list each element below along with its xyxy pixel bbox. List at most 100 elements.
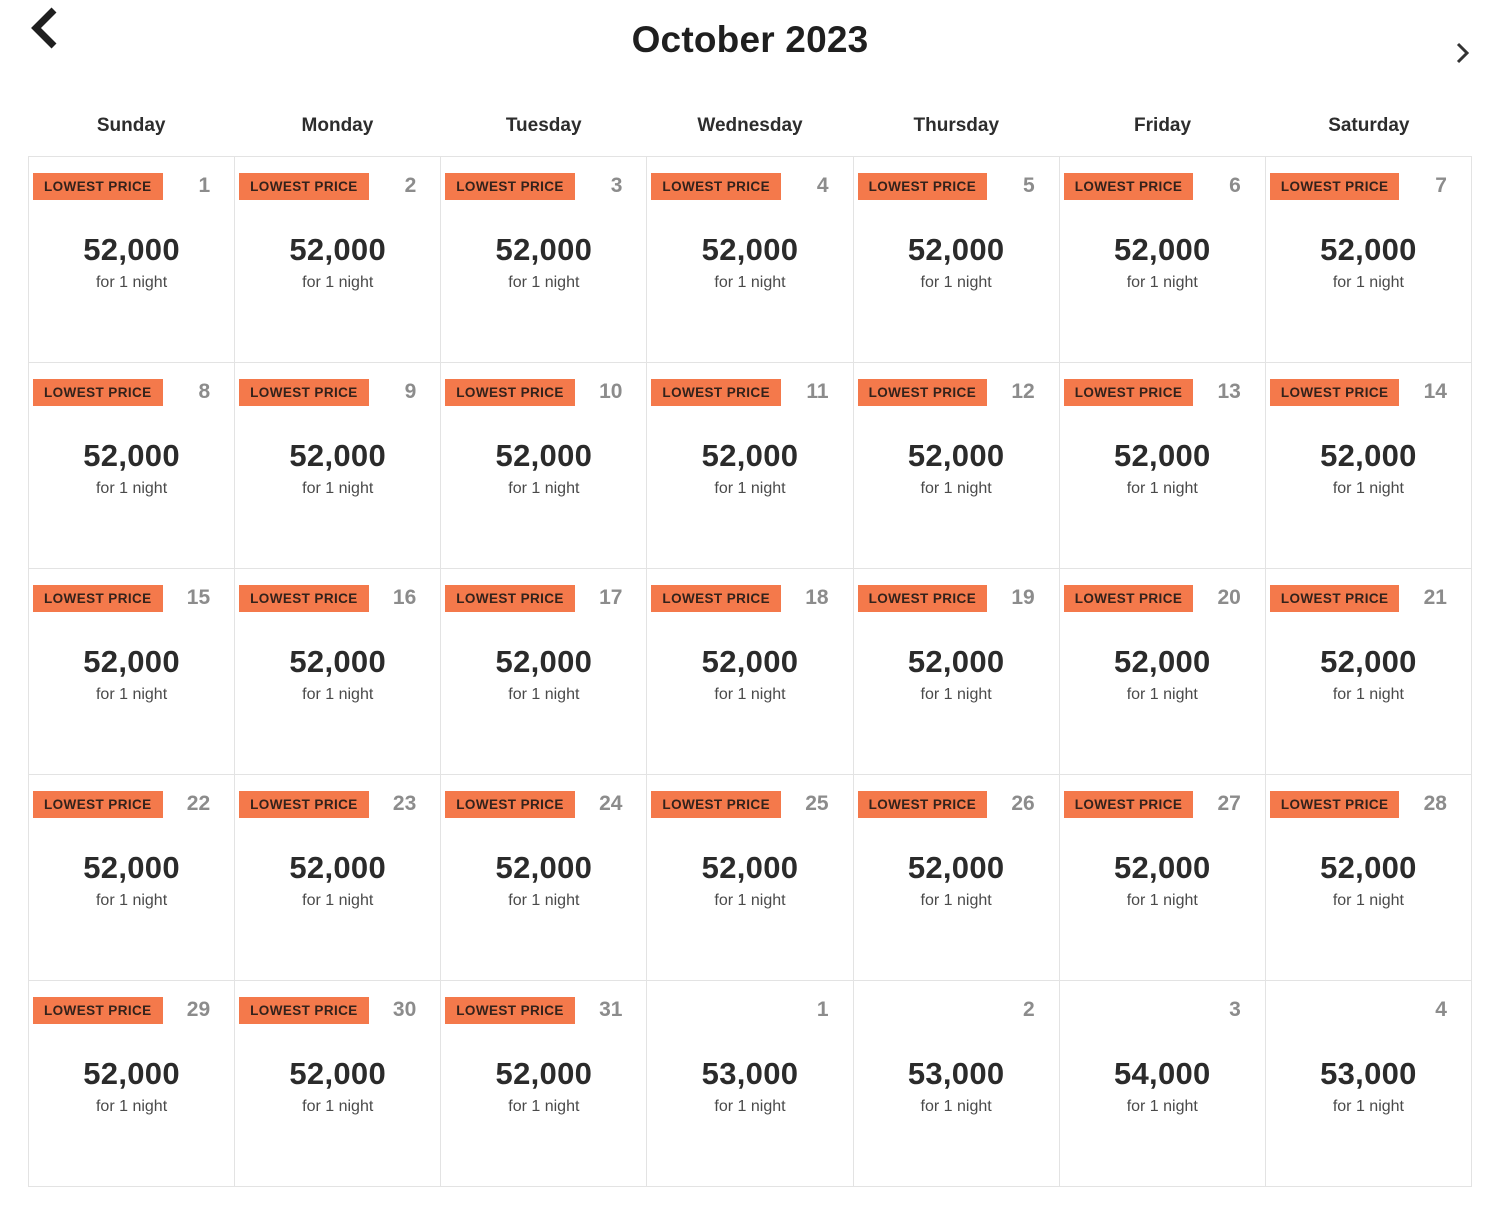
prev-month-button[interactable]	[28, 4, 68, 56]
per-night-label: for 1 night	[714, 1098, 786, 1115]
price-block: 52,000 for 1 night	[1266, 232, 1471, 292]
per-night-label: for 1 night	[920, 480, 992, 497]
lowest-price-badge: LOWEST PRICE	[1269, 379, 1400, 406]
lowest-price-badge: LOWEST PRICE	[33, 791, 163, 818]
lowest-price-badge: LOWEST PRICE	[445, 173, 575, 200]
lowest-price-badge: LOWEST PRICE	[1063, 173, 1194, 200]
calendar-day-cell[interactable]: LOWEST PRICE 26 52,000 for 1 night	[853, 775, 1060, 981]
calendar-day-cell[interactable]: LOWEST PRICE 5 52,000 for 1 night	[853, 157, 1060, 363]
day-number: 22	[186, 792, 211, 815]
per-night-label: for 1 night	[95, 1098, 168, 1115]
lowest-price-badge: LOWEST PRICE	[445, 379, 575, 406]
calendar-day-cell[interactable]: LOWEST PRICE 1 52,000 for 1 night	[29, 157, 236, 363]
day-number: 26	[1011, 792, 1035, 815]
price-amount: 52,000	[495, 850, 593, 885]
day-number: 13	[1217, 380, 1241, 403]
lowest-price-badge: LOWEST PRICE	[239, 379, 369, 406]
price-block: 52,000 for 1 night	[235, 1056, 440, 1116]
calendar-day-cell[interactable]: LOWEST PRICE 4 52,000 for 1 night	[647, 157, 854, 363]
day-number: 8	[198, 380, 211, 403]
price-block: 52,000 for 1 night	[1060, 850, 1265, 910]
day-number: 7	[1435, 174, 1447, 197]
calendar-day-cell[interactable]: LOWEST PRICE 18 52,000 for 1 night	[647, 569, 854, 775]
day-number: 30	[392, 998, 417, 1021]
per-night-label: for 1 night	[508, 892, 580, 909]
chevron-right-icon	[1450, 42, 1474, 69]
day-number: 3	[1229, 998, 1241, 1021]
price-block: 52,000 for 1 night	[854, 438, 1059, 498]
lowest-price-badge: LOWEST PRICE	[1063, 379, 1194, 406]
calendar-day-cell[interactable]: LOWEST PRICE 19 52,000 for 1 night	[853, 569, 1060, 775]
price-block: 52,000 for 1 night	[441, 438, 646, 498]
price-block: 52,000 for 1 night	[647, 232, 852, 292]
chevron-left-icon	[28, 7, 68, 59]
per-night-label: for 1 night	[714, 480, 786, 497]
price-block: 52,000 for 1 night	[1060, 644, 1265, 704]
calendar-day-cell[interactable]: LOWEST PRICE 8 52,000 for 1 night	[29, 363, 236, 569]
calendar-day-cell[interactable]: LOWEST PRICE 29 52,000 for 1 night	[29, 981, 236, 1187]
calendar-day-cell[interactable]: LOWEST PRICE 15 52,000 for 1 night	[29, 569, 236, 775]
per-night-label: for 1 night	[1332, 480, 1404, 497]
calendar-day-cell[interactable]: LOWEST PRICE 17 52,000 for 1 night	[441, 569, 648, 775]
calendar-day-cell[interactable]: LOWEST PRICE 14 52,000 for 1 night	[1265, 363, 1472, 569]
calendar-day-cell[interactable]: LOWEST PRICE 20 52,000 for 1 night	[1059, 569, 1266, 775]
lowest-price-badge: LOWEST PRICE	[445, 791, 575, 818]
calendar-day-cell[interactable]: LOWEST PRICE 21 52,000 for 1 night	[1265, 569, 1472, 775]
per-night-label: for 1 night	[508, 1098, 580, 1115]
calendar-day-cell[interactable]: LOWEST PRICE 3 52,000 for 1 night	[441, 157, 648, 363]
weekday-header-saturday: Saturday	[1328, 115, 1410, 136]
calendar-day-cell[interactable]: LOWEST PRICE 27 52,000 for 1 night	[1059, 775, 1266, 981]
calendar-day-cell[interactable]: LOWEST PRICE 22 52,000 for 1 night	[29, 775, 236, 981]
price-amount: 53,000	[1320, 1056, 1417, 1091]
day-number: 29	[186, 998, 211, 1021]
calendar-day-cell[interactable]: LOWEST PRICE 6 52,000 for 1 night	[1059, 157, 1266, 363]
lowest-price-badge: LOWEST PRICE	[651, 791, 781, 818]
lowest-price-badge: LOWEST PRICE	[239, 997, 369, 1024]
lowest-price-badge: LOWEST PRICE	[33, 173, 163, 200]
calendar-header: October 2023	[0, 0, 1500, 96]
calendar-day-cell[interactable]: 2 53,000 for 1 night	[853, 981, 1060, 1187]
price-amount: 52,000	[907, 644, 1005, 679]
lowest-price-badge: LOWEST PRICE	[857, 379, 988, 406]
per-night-label: for 1 night	[302, 686, 374, 703]
per-night-label: for 1 night	[714, 892, 786, 909]
calendar-day-cell[interactable]: LOWEST PRICE 16 52,000 for 1 night	[235, 569, 442, 775]
calendar-day-cell[interactable]: LOWEST PRICE 10 52,000 for 1 night	[441, 363, 648, 569]
per-night-label: for 1 night	[302, 892, 374, 909]
calendar-day-cell[interactable]: LOWEST PRICE 24 52,000 for 1 night	[441, 775, 648, 981]
price-amount: 52,000	[83, 850, 180, 885]
calendar-day-cell[interactable]: LOWEST PRICE 11 52,000 for 1 night	[647, 363, 854, 569]
per-night-label: for 1 night	[714, 686, 786, 703]
calendar-day-cell[interactable]: LOWEST PRICE 23 52,000 for 1 night	[235, 775, 442, 981]
calendar-day-cell[interactable]: 3 54,000 for 1 night	[1059, 981, 1266, 1187]
per-night-label: for 1 night	[508, 274, 580, 291]
price-block: 52,000 for 1 night	[29, 644, 234, 704]
per-night-label: for 1 night	[1126, 274, 1198, 291]
calendar-day-cell[interactable]: LOWEST PRICE 25 52,000 for 1 night	[647, 775, 854, 981]
lowest-price-badge: LOWEST PRICE	[33, 997, 163, 1024]
day-number: 11	[806, 380, 829, 403]
per-night-label: for 1 night	[302, 1098, 374, 1115]
calendar-day-cell[interactable]: LOWEST PRICE 30 52,000 for 1 night	[235, 981, 442, 1187]
calendar-day-cell[interactable]: 4 53,000 for 1 night	[1265, 981, 1472, 1187]
lowest-price-badge: LOWEST PRICE	[445, 585, 575, 612]
calendar-day-cell[interactable]: 1 53,000 for 1 night	[647, 981, 854, 1187]
next-month-button[interactable]	[1450, 40, 1474, 66]
calendar-day-cell[interactable]: LOWEST PRICE 31 52,000 for 1 night	[441, 981, 648, 1187]
price-block: 52,000 for 1 night	[1060, 438, 1265, 498]
per-night-label: for 1 night	[920, 274, 992, 291]
per-night-label: for 1 night	[920, 686, 992, 703]
per-night-label: for 1 night	[1126, 480, 1198, 497]
calendar-day-cell[interactable]: LOWEST PRICE 2 52,000 for 1 night	[235, 157, 442, 363]
calendar-day-cell[interactable]: LOWEST PRICE 13 52,000 for 1 night	[1059, 363, 1266, 569]
lowest-price-badge: LOWEST PRICE	[239, 791, 369, 818]
price-amount: 52,000	[495, 1056, 593, 1091]
price-amount: 52,000	[289, 850, 387, 885]
calendar-day-cell[interactable]: LOWEST PRICE 7 52,000 for 1 night	[1265, 157, 1472, 363]
calendar-day-cell[interactable]: LOWEST PRICE 9 52,000 for 1 night	[235, 363, 442, 569]
per-night-label: for 1 night	[1332, 1098, 1404, 1115]
per-night-label: for 1 night	[920, 892, 992, 909]
calendar-day-cell[interactable]: LOWEST PRICE 12 52,000 for 1 night	[853, 363, 1060, 569]
calendar-day-cell[interactable]: LOWEST PRICE 28 52,000 for 1 night	[1265, 775, 1472, 981]
per-night-label: for 1 night	[302, 480, 374, 497]
